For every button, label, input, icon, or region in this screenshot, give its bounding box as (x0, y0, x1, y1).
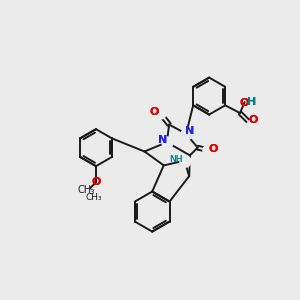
Text: N: N (185, 127, 195, 136)
Text: H: H (247, 97, 256, 107)
Text: O: O (150, 107, 159, 117)
Text: O: O (248, 115, 258, 125)
Text: NH: NH (169, 155, 183, 164)
Text: H: H (247, 97, 256, 107)
Text: O: O (208, 144, 218, 154)
Text: 3: 3 (90, 189, 94, 195)
Text: CH₃: CH₃ (85, 193, 102, 202)
Text: O: O (91, 177, 101, 187)
Text: CH: CH (77, 185, 92, 195)
Text: O: O (240, 98, 249, 108)
Text: N: N (185, 127, 195, 136)
Text: N: N (158, 135, 168, 145)
Text: O: O (91, 177, 101, 187)
Text: N: N (158, 135, 168, 145)
Text: NH: NH (169, 155, 183, 164)
Text: O: O (208, 144, 218, 154)
Text: O: O (248, 115, 258, 125)
Text: O: O (150, 107, 159, 117)
Text: O: O (240, 98, 249, 108)
